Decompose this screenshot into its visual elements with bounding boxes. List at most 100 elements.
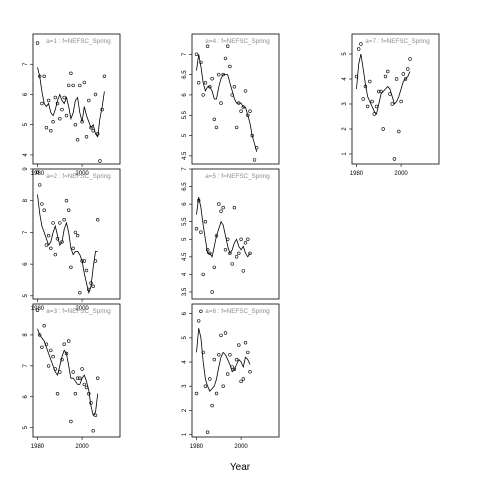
data-point	[60, 240, 64, 244]
data-point	[84, 268, 89, 273]
data-point	[55, 237, 60, 241]
data-point	[42, 324, 46, 328]
data-point	[49, 129, 53, 133]
data-point	[66, 339, 71, 343]
data-point	[228, 251, 232, 256]
data-point	[73, 230, 78, 235]
x-tick-label: 2000	[75, 171, 89, 177]
data-point	[58, 116, 62, 121]
y-tick-label: 7	[23, 364, 29, 368]
data-point	[205, 248, 210, 252]
panel-title: a=4 : f=NEFSC_Spring	[205, 38, 270, 45]
data-point	[210, 290, 214, 294]
data-point	[91, 284, 95, 288]
data-point	[232, 205, 237, 210]
data-point	[234, 357, 239, 362]
data-point	[194, 227, 199, 231]
data-point	[357, 47, 361, 51]
data-point	[78, 291, 82, 295]
data-point	[73, 392, 78, 396]
data-point	[64, 113, 69, 118]
data-point	[372, 112, 376, 116]
data-point	[87, 392, 91, 396]
data-point	[230, 262, 234, 266]
data-point	[230, 365, 234, 369]
y-tick-label: 7	[23, 230, 29, 234]
data-point	[246, 113, 250, 118]
fit-line	[356, 53, 411, 115]
y-tick-label: 4.5	[182, 252, 188, 261]
data-point	[201, 350, 205, 355]
data-point	[82, 382, 87, 387]
data-point	[46, 233, 51, 238]
data-point	[84, 385, 89, 390]
data-point	[58, 221, 62, 225]
data-point	[95, 218, 100, 222]
y-tick-label: 6.5	[182, 182, 188, 191]
data-point	[370, 99, 374, 104]
data-point	[208, 85, 212, 89]
y-tick-label: 5	[342, 52, 348, 56]
data-point	[203, 220, 208, 224]
y-tick-label: 4	[182, 272, 188, 276]
figure-xlabel: Year	[230, 462, 251, 473]
y-tick-label: 1	[182, 432, 188, 436]
data-point	[248, 109, 252, 113]
data-point	[223, 331, 228, 335]
data-point	[374, 104, 379, 109]
y-tick-label: 1	[342, 152, 348, 156]
data-point	[212, 357, 217, 362]
data-point	[219, 333, 223, 338]
y-tick-label: 5	[23, 294, 29, 298]
data-point	[55, 101, 60, 106]
y-tick-label: 3	[182, 384, 188, 388]
data-point	[361, 97, 365, 101]
data-point	[397, 129, 401, 134]
y-tick-label: 6	[23, 262, 29, 266]
panel-title: a=6 : f=NEFSC_Spring	[205, 308, 270, 315]
data-point	[71, 246, 75, 251]
y-tick-label: 9	[23, 167, 29, 171]
data-point	[199, 60, 203, 65]
data-point	[363, 84, 368, 89]
data-point	[51, 119, 55, 124]
data-point	[60, 358, 64, 362]
data-point	[223, 56, 228, 61]
panel-4: a=4 : f=NEFSC_Spring 4.5 5 5.5 6 6.5 7	[182, 33, 280, 165]
data-point	[203, 384, 208, 388]
panel-frame	[32, 168, 121, 300]
panel-title: a=7 : f=NEFSC_Spring	[365, 38, 430, 45]
y-tick-label: 6.5	[182, 70, 188, 79]
panel-frame	[351, 33, 440, 165]
y-tick-label: 7	[182, 167, 188, 171]
data-point	[75, 233, 80, 238]
data-point	[252, 158, 257, 162]
data-point	[226, 44, 230, 48]
data-point	[241, 105, 246, 109]
data-point	[62, 218, 66, 222]
fit-line	[196, 197, 251, 258]
data-point	[368, 79, 372, 84]
y-tick-label: 3.5	[182, 287, 188, 296]
data-point	[379, 89, 383, 94]
data-point	[234, 255, 239, 259]
data-point	[53, 95, 57, 100]
data-point	[406, 67, 410, 71]
data-point	[40, 202, 44, 206]
data-point	[228, 353, 232, 357]
data-point	[241, 377, 246, 381]
panel-6: a=6 : f=NEFSC_Spring 1 2 3 4 5 6 1980 2000	[182, 303, 280, 450]
data-point	[226, 372, 230, 376]
data-point	[49, 348, 53, 353]
data-point	[221, 384, 225, 388]
data-point	[394, 77, 399, 81]
data-point	[354, 74, 359, 79]
data-point	[248, 370, 252, 374]
y-tick-label: 4	[182, 360, 188, 364]
data-point	[55, 392, 60, 396]
data-point	[35, 41, 40, 45]
y-tick-label: 4	[342, 77, 348, 81]
data-point	[239, 237, 243, 242]
data-point	[98, 159, 102, 163]
